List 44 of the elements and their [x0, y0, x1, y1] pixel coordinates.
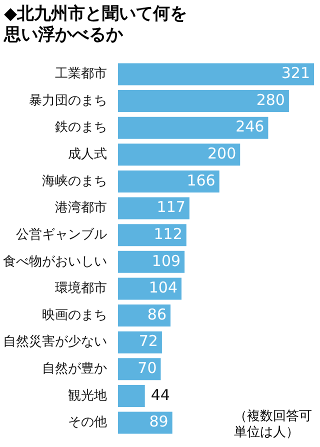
y-tick-label: 工業都市 — [55, 66, 107, 82]
data-label: 321 — [281, 64, 310, 82]
bar — [118, 224, 186, 246]
bar — [118, 116, 268, 139]
bar — [118, 384, 145, 407]
bar — [118, 331, 162, 354]
bar — [118, 412, 172, 434]
y-tick-label: 自然災害が少ない — [3, 334, 107, 350]
data-label: 70 — [138, 359, 157, 378]
y-tick-label: 海峡のまち — [42, 174, 107, 189]
y-tick-label: その他 — [68, 415, 107, 430]
y-tick-label: 暴力団のまち — [29, 93, 107, 108]
bar — [118, 304, 171, 327]
bar — [118, 90, 289, 112]
y-tick-label: 映画のまち — [42, 308, 107, 323]
y-tick-label: 成人式 — [68, 147, 107, 162]
data-label: 200 — [207, 144, 236, 163]
data-label: 104 — [148, 278, 178, 297]
data-label: 246 — [236, 118, 264, 136]
annotation: （複数回答可単位は人） — [234, 409, 313, 441]
data-label: 117 — [156, 198, 186, 216]
bar — [118, 197, 190, 220]
bar — [118, 250, 185, 273]
y-tick-label: 自然が豊か — [42, 362, 107, 377]
y-tick-label: 港湾都市 — [55, 200, 107, 216]
chart-title: ◆北九州市と聞いて何を思い浮かべるか — [2, 3, 188, 47]
y-tick-label: 観光地 — [68, 388, 107, 404]
bar — [118, 170, 220, 192]
bar — [118, 144, 240, 166]
bar — [118, 63, 314, 86]
data-label: 280 — [256, 90, 285, 109]
y-tick-label: 食べ物がおいしい — [3, 254, 107, 270]
y-tick-label: 環境都市 — [55, 280, 107, 296]
data-label: 44 — [150, 386, 170, 404]
data-label: 166 — [186, 171, 216, 190]
y-tick-label: 公営ギャンブル — [16, 227, 107, 242]
bar — [118, 358, 161, 380]
data-label: 86 — [147, 305, 167, 324]
bar — [118, 278, 182, 300]
data-label: 89 — [149, 412, 168, 431]
data-label: 109 — [152, 252, 181, 270]
y-tick-label: 鉄のまち — [55, 120, 107, 136]
data-label: 72 — [138, 332, 158, 350]
data-label: 112 — [154, 224, 182, 243]
